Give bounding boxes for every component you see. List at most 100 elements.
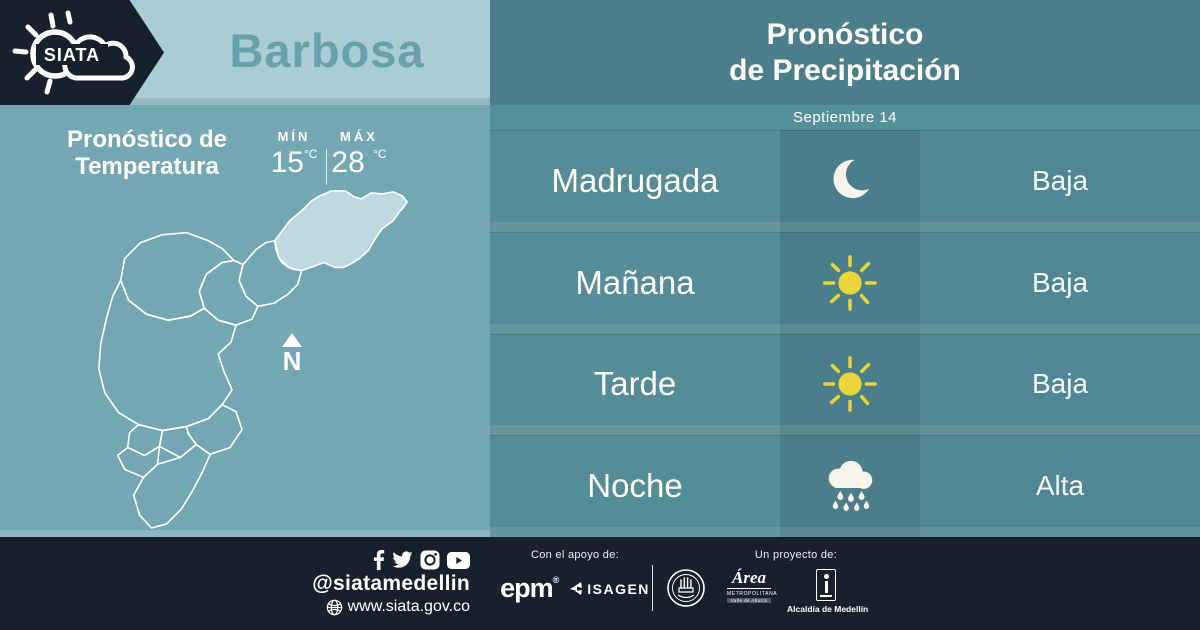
municipality-barbosa-highlight <box>274 190 408 272</box>
project-label: Un proyecto de: <box>754 549 838 561</box>
university-seal-logo <box>666 567 706 614</box>
minmax-divider <box>326 149 327 185</box>
epm-registered-mark: ® <box>552 575 560 585</box>
period-icon-cell <box>780 231 920 334</box>
min-column: MÍN 15°C <box>262 129 326 185</box>
municipality-medellin <box>98 279 237 432</box>
municipality-envigado <box>185 403 243 456</box>
max-number: 28 <box>331 146 365 179</box>
precipitation-title: Pronóstico de Precipitación <box>490 0 1200 105</box>
row-highlight-strip <box>490 323 1200 334</box>
municipality-caldas <box>132 443 211 529</box>
forecast-row-noche: Noche <box>490 435 1200 537</box>
project-block: Un proyecto de: Área METROPOLITANA Valle… <box>716 549 876 614</box>
emblem-detail <box>820 594 832 597</box>
max-label: MÁX <box>340 129 378 144</box>
location-title: Barbosa <box>229 23 425 77</box>
municipality-sabaneta <box>158 425 198 459</box>
min-value: 15°C <box>262 148 326 178</box>
row-divider <box>490 130 1200 131</box>
footer: @siatamedellin www.siata.gov.co Con el a… <box>0 537 1200 630</box>
social-icons <box>210 550 470 570</box>
temperature-title-line1: Pronóstico de <box>66 126 228 153</box>
row-highlight-strip <box>490 425 1200 436</box>
social-block: @siatamedellin www.siata.gov.co <box>210 550 470 616</box>
level-value: Baja <box>920 231 1200 334</box>
level-value: Baja <box>920 333 1200 436</box>
rain-cloud-icon <box>828 460 873 512</box>
minmax-block: MÍN 15°C MÁX 28 °C <box>262 129 391 185</box>
epm-wordmark: epm <box>500 573 554 603</box>
instagram-icon[interactable] <box>420 550 440 570</box>
level-value: Alta <box>920 435 1200 537</box>
aburra-valley-map <box>98 190 408 529</box>
period-icon-cell <box>780 130 920 232</box>
period-icon-cell <box>780 333 920 436</box>
facebook-icon[interactable] <box>372 550 385 570</box>
siata-sun-cloud-logo: SIATA <box>12 10 135 95</box>
brand-arrow: SIATA <box>0 0 164 105</box>
period-label: Mañana <box>490 231 780 334</box>
social-handle[interactable]: @siatamedellin <box>312 572 470 595</box>
footer-divider <box>652 565 653 611</box>
support-label: Con el apoyo de: <box>531 549 619 561</box>
isagen-pinwheel-icon <box>570 582 583 595</box>
forecast-date: Septiembre 14 <box>490 105 1200 130</box>
row-divider <box>490 435 1200 437</box>
moon-icon <box>833 159 870 199</box>
sponsor-logos: epm® ISAGEN <box>500 575 650 602</box>
precipitation-title-line1: Pronóstico <box>766 18 924 52</box>
min-number: 15 <box>270 146 304 179</box>
period-label: Tarde <box>490 333 780 436</box>
municipality-la-estrella <box>116 445 161 479</box>
sun-icon <box>823 356 877 413</box>
precipitation-title-line2: de Precipitación <box>729 53 961 87</box>
north-indicator: N <box>272 333 312 374</box>
row-divider <box>490 333 1200 335</box>
area-sub2-text: Valle de Aburrá <box>727 598 771 603</box>
temperature-title: Pronóstico de Temperatura <box>28 126 266 181</box>
emblem-detail <box>823 573 829 579</box>
north-label: N <box>282 346 302 376</box>
temperature-panel: Pronóstico de Temperatura MÍN 15°C MÁX 2… <box>0 105 490 537</box>
youtube-icon[interactable] <box>447 551 470 569</box>
period-label: Madrugada <box>490 130 780 232</box>
alcaldia-logo: Alcaldía de Medellín <box>787 569 869 614</box>
svg-text:SIATA: SIATA <box>44 45 100 65</box>
max-column: MÁX 28 °C <box>327 129 391 185</box>
alcaldia-wordmark: Alcaldía de Medellín <box>787 604 869 614</box>
alcaldia-emblem-icon <box>816 569 836 601</box>
emblem-detail <box>824 580 828 593</box>
area-metropolitana-logo: Área METROPOLITANA Valle de Aburrá <box>727 569 778 603</box>
support-block: Con el apoyo de: epm® ISAGEN <box>500 549 650 602</box>
website-url[interactable]: www.siata.gov.co <box>347 598 470 615</box>
sun-icon <box>823 254 877 311</box>
project-logos: Área METROPOLITANA Valle de Aburrá Alcal… <box>716 569 876 614</box>
isagen-wordmark: ISAGEN <box>587 580 650 597</box>
min-unit: °C <box>303 147 318 161</box>
level-value: Baja <box>920 130 1200 232</box>
twitter-icon[interactable] <box>392 551 413 569</box>
epm-logo: epm® <box>500 575 559 602</box>
max-value: 28 °C <box>327 148 391 178</box>
period-label: Noche <box>490 435 780 537</box>
forecast-row-madrugada: Madrugada Baja <box>490 130 1200 232</box>
area-sub-text: METROPOLITANA <box>727 591 778 597</box>
globe-icon <box>326 599 342 615</box>
min-label: MÍN <box>277 129 311 144</box>
forecast-rows: Madrugada Baja Mañana <box>490 130 1200 537</box>
period-icon-cell <box>780 435 920 537</box>
row-highlight-strip <box>490 527 1200 537</box>
row-highlight-strip <box>490 221 1200 232</box>
north-arrow-icon <box>282 333 302 347</box>
isagen-logo: ISAGEN <box>569 581 650 597</box>
area-script-wordmark: Área <box>727 569 771 589</box>
website-row: www.siata.gov.co <box>210 598 470 616</box>
forecast-row-tarde: Tarde <box>490 333 1200 436</box>
max-unit: °C <box>373 147 387 161</box>
forecast-row-manana: Mañana <box>490 231 1200 334</box>
precipitation-panel: Pronóstico de Precipitación Septiembre 1… <box>490 0 1200 537</box>
municipality-girardota <box>238 239 303 308</box>
municipality-copacabana <box>198 259 259 326</box>
